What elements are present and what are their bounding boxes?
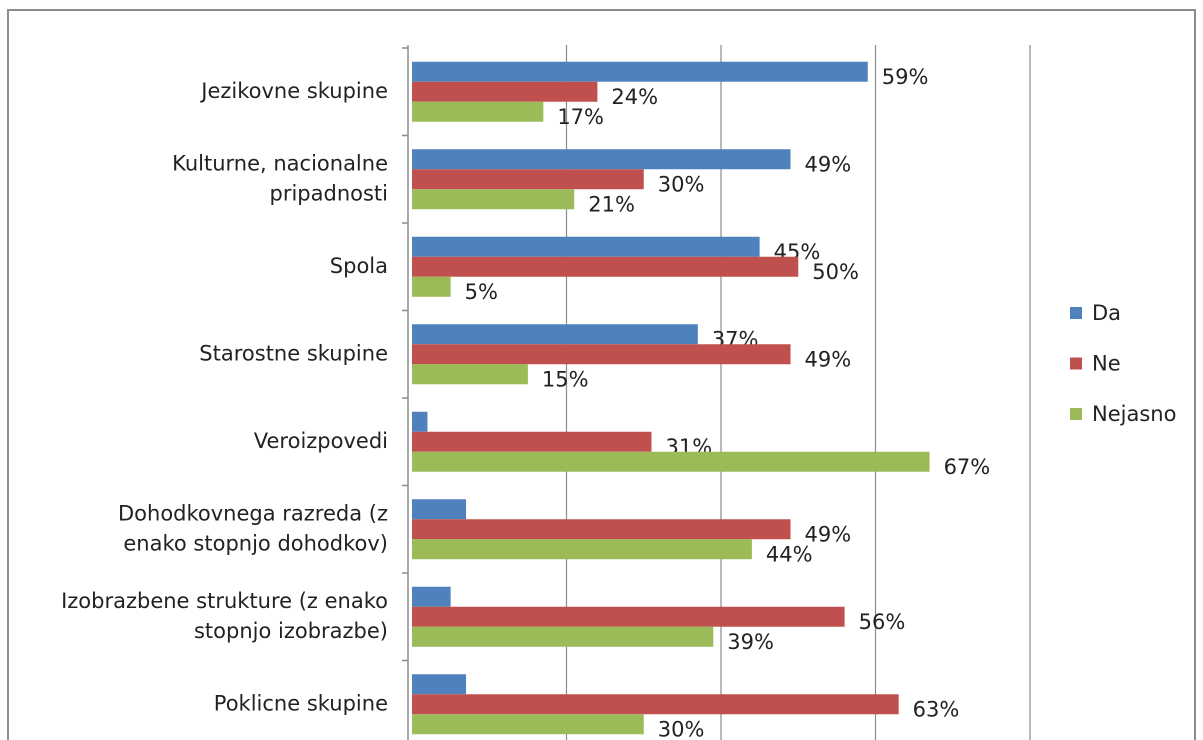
bar: [412, 539, 752, 560]
data-label: 49%: [805, 152, 852, 176]
data-label: 49%: [805, 347, 852, 371]
bar: [412, 61, 868, 82]
bar: [412, 694, 899, 715]
bar: [412, 586, 451, 607]
y-tick-label: Jezikovne skupine: [199, 79, 388, 103]
y-tick-label-line: Izobrazbene strukture (z enako: [61, 589, 388, 613]
y-tick-label-line: Poklicne skupine: [214, 691, 388, 715]
data-label: 30%: [658, 172, 705, 196]
y-tick-label-line: Spola: [330, 254, 388, 278]
data-label: 17%: [557, 105, 604, 129]
bar: [412, 714, 644, 735]
data-label: 49%: [805, 522, 852, 546]
data-label: 24%: [611, 85, 658, 109]
bar: [412, 169, 644, 190]
bar: [412, 674, 467, 695]
bar: [412, 324, 698, 345]
bar: [412, 451, 930, 472]
bar: [412, 626, 714, 647]
legend-swatch: [1070, 357, 1082, 370]
bar: [412, 344, 791, 365]
y-tick-label: Poklicne skupine: [214, 691, 388, 715]
bar: [412, 81, 598, 102]
y-tick-label: Kulturne, nacionalne pripadnosti: [172, 151, 388, 205]
bar: [412, 499, 467, 520]
bar: [412, 519, 791, 540]
data-label: 39%: [727, 630, 774, 654]
data-label: 5%: [465, 280, 498, 304]
legend-label: Da: [1092, 301, 1121, 325]
y-tick-label: Starostne skupine: [199, 341, 388, 365]
y-tick-label-line: Starostne skupine: [199, 341, 388, 365]
bar: [412, 236, 760, 257]
data-label: 59%: [882, 65, 929, 89]
y-tick-label-line: enako stopnjo dohodkov): [123, 531, 388, 555]
bar: [412, 101, 544, 122]
data-label: 30%: [658, 717, 705, 740]
bar: [412, 189, 575, 210]
y-tick-label: Spola: [330, 254, 388, 278]
data-label: 63%: [913, 697, 960, 721]
bar: [412, 276, 451, 297]
data-label: 56%: [859, 610, 906, 634]
bar: [412, 411, 428, 432]
legend-swatch: [1070, 408, 1082, 420]
bar: [412, 256, 799, 277]
bar: [412, 364, 528, 385]
legend-label: Ne: [1092, 352, 1121, 376]
y-tick-label: Izobrazbene strukture (z enako stopnjo iz…: [61, 589, 388, 643]
data-label: 21%: [588, 192, 635, 216]
y-tick-label-line: pripadnosti: [270, 181, 389, 205]
bar: [412, 606, 845, 627]
bar: [412, 431, 652, 452]
data-label: 50%: [812, 260, 859, 284]
data-label: 67%: [944, 455, 991, 479]
y-tick-label: Dohodkovnega razreda (z enako stopnjo doh…: [118, 501, 388, 555]
y-tick-label-line: Dohodkovnega razreda (z: [118, 501, 388, 525]
y-tick-label-line: stopnjo izobrazbe): [194, 619, 388, 643]
y-tick-label-line: Kulturne, nacionalne: [172, 151, 388, 175]
data-label: 44%: [766, 542, 813, 566]
data-label: 15%: [542, 367, 589, 391]
legend-label: Nejasno: [1092, 402, 1176, 426]
y-tick-label-line: Veroizpovedi: [254, 429, 388, 453]
y-tick-label: Veroizpovedi: [254, 429, 388, 453]
bar: [412, 149, 791, 170]
y-tick-label-line: Jezikovne skupine: [199, 79, 388, 103]
legend-swatch: [1070, 307, 1082, 319]
